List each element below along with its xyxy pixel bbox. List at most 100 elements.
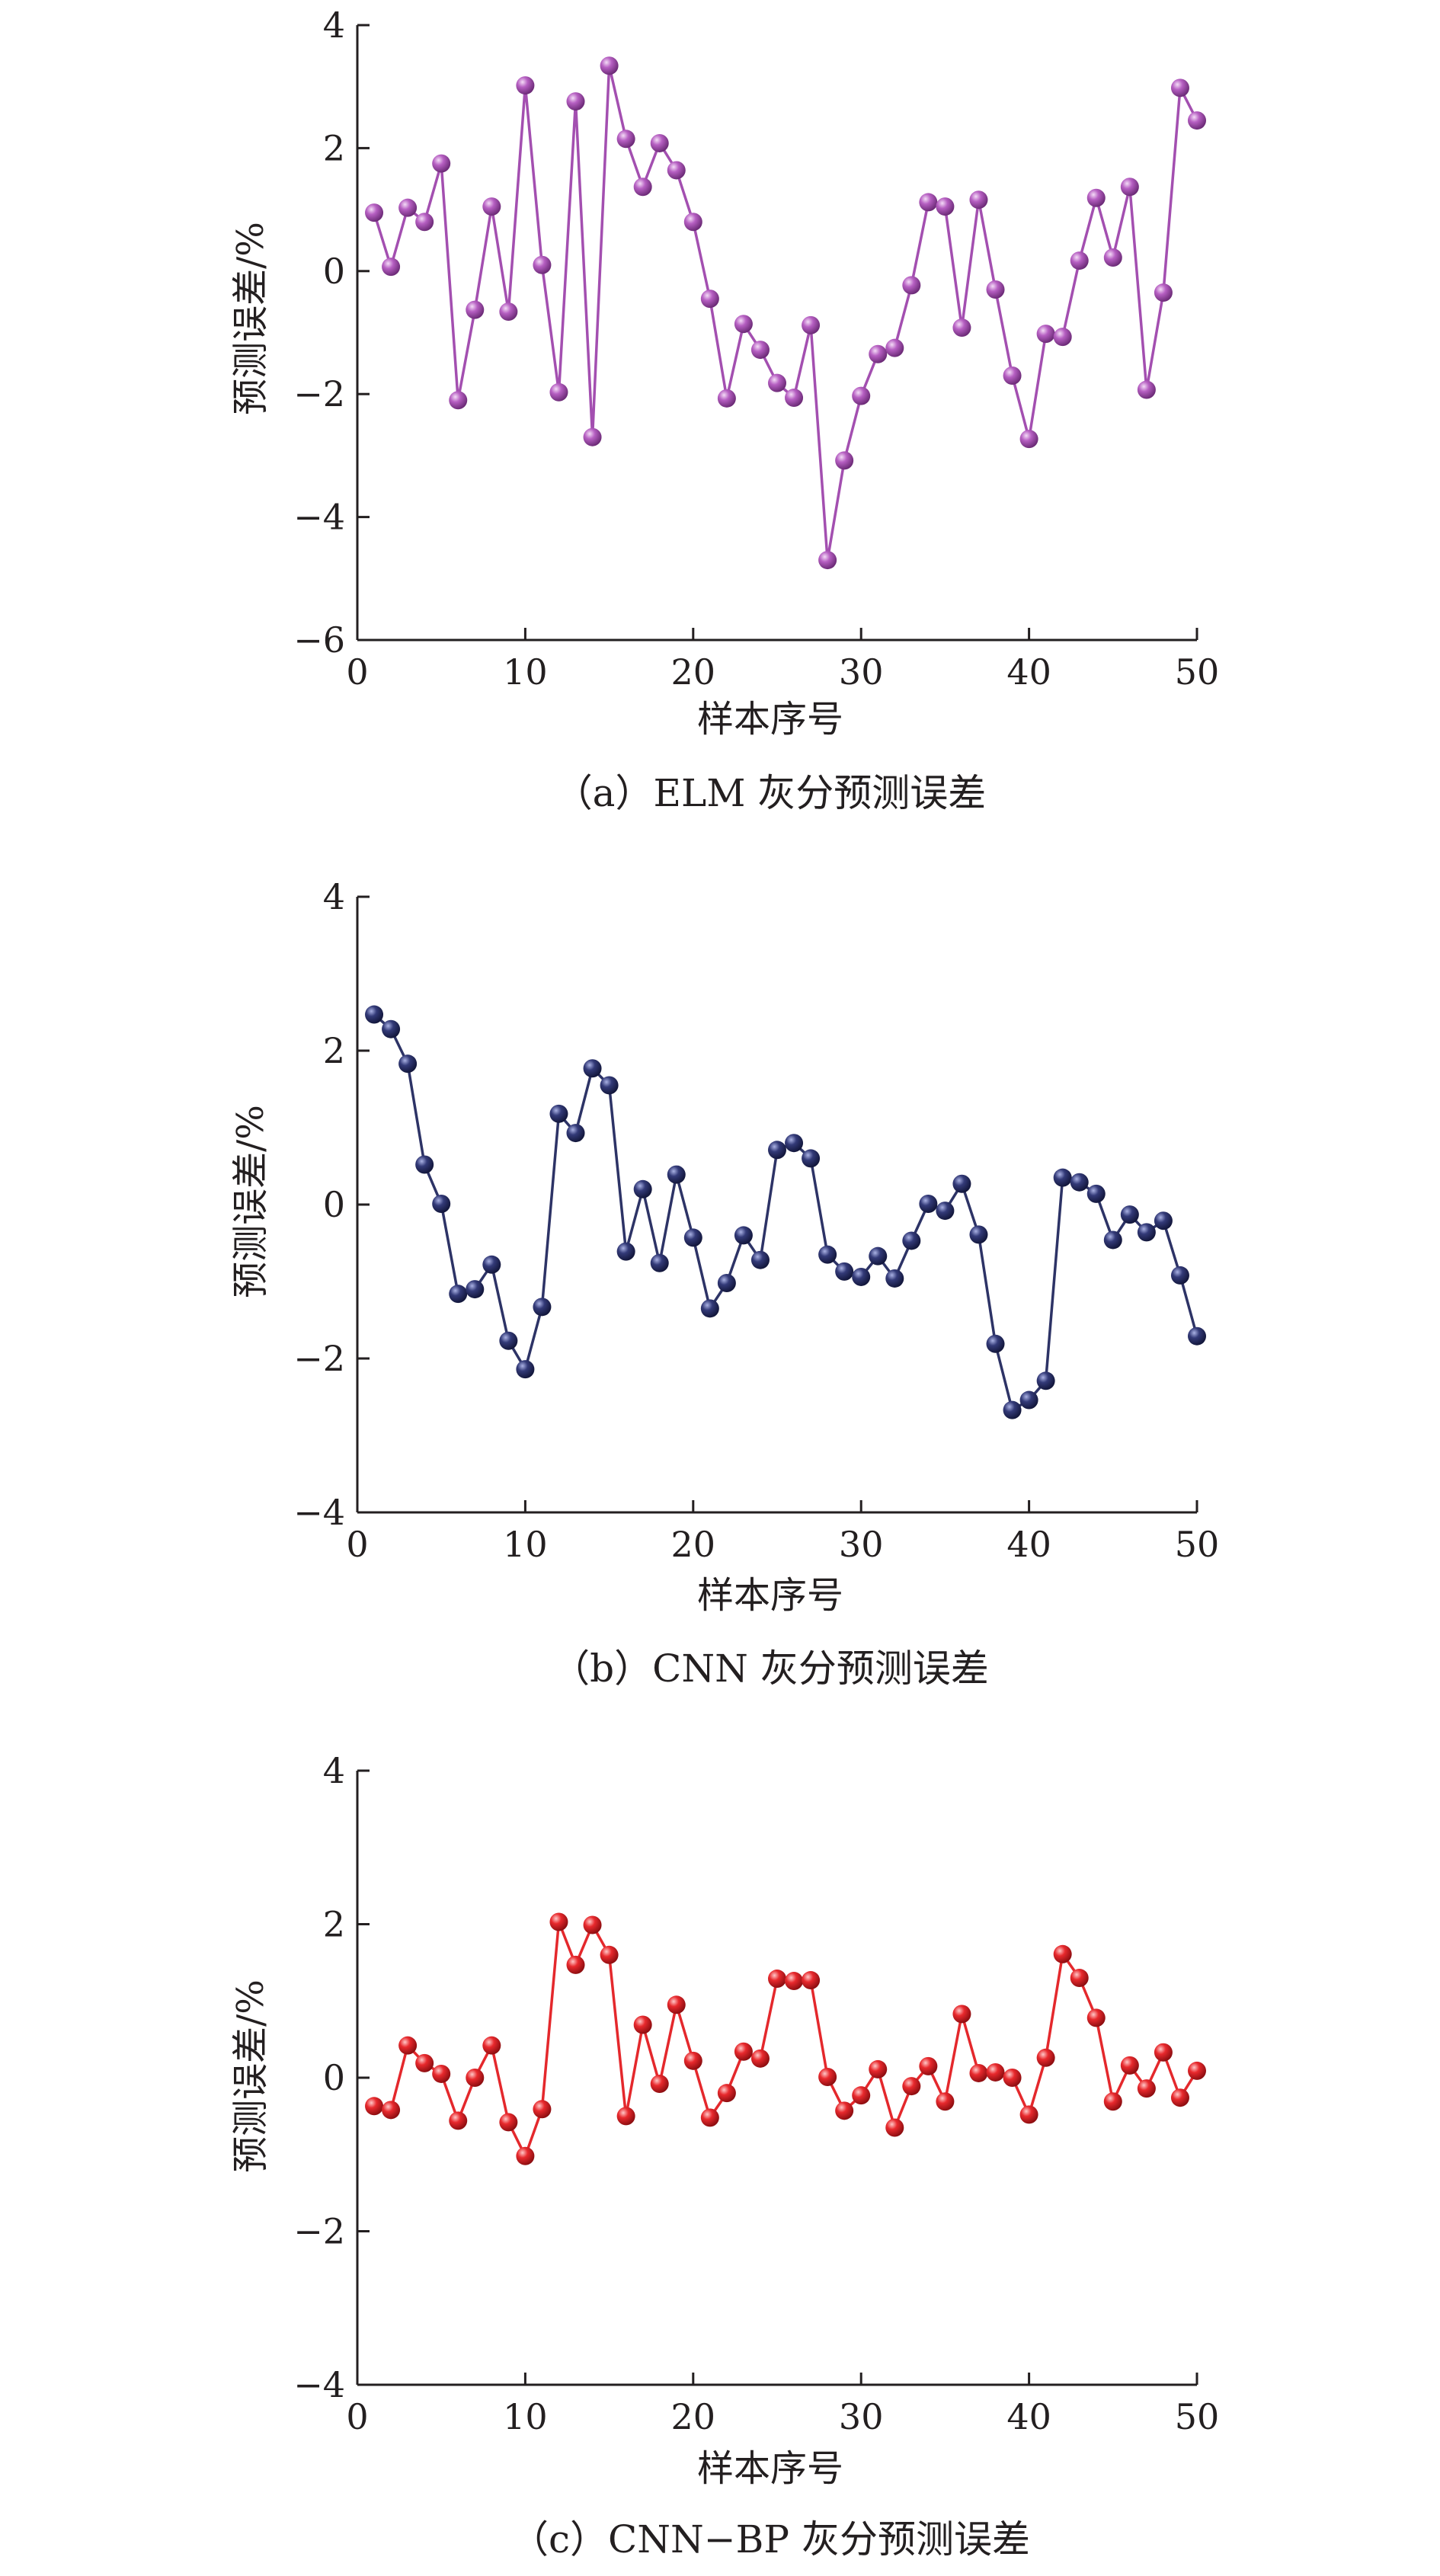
- x-tick-label-a: 10: [503, 651, 548, 693]
- data-point-b: [1103, 1230, 1122, 1250]
- data-point-b: [1003, 1400, 1022, 1419]
- series-line-b: [373, 1013, 1198, 1412]
- data-point-b: [1188, 1326, 1206, 1346]
- y-axis-title-c: 预测误差/%: [229, 1979, 272, 2173]
- x-tick-label-a: 30: [839, 651, 884, 693]
- data-point-c: [1154, 2043, 1173, 2062]
- data-point-b: [1137, 1223, 1156, 1242]
- data-point-a: [700, 290, 719, 309]
- data-point-a: [650, 133, 669, 152]
- data-point-c: [1053, 1944, 1072, 1963]
- x-axis-title-a: 样本序号: [697, 698, 843, 741]
- data-point-a: [382, 258, 401, 277]
- y-tick-label-b: −2: [293, 1338, 345, 1379]
- data-point-a: [499, 302, 518, 322]
- data-point-a: [768, 373, 786, 392]
- data-point-a: [482, 197, 501, 216]
- data-point-a: [1103, 248, 1122, 267]
- series-b: [365, 1005, 1206, 1419]
- data-point-a: [365, 203, 384, 222]
- data-point-c: [768, 1970, 786, 1989]
- data-point-a: [885, 338, 904, 357]
- data-point-b: [986, 1334, 1005, 1353]
- data-point-b: [885, 1269, 904, 1288]
- axes-a: 420−2−4−60 10 20 30 40 50: [293, 5, 1219, 693]
- chart-panel-b: 420−2−40 10 20 30 40 50 预测误差/% 样本序号 （b）CNN 灰分…: [229, 876, 1219, 1691]
- chart-panel-a: 420−2−4−60 10 20 30 40 50 预测误差/% 样本序号 （a）ELM …: [229, 5, 1219, 815]
- data-point-c: [785, 1972, 804, 1991]
- x-tick-label-b: 30: [839, 1524, 884, 1565]
- data-point-a: [533, 255, 552, 274]
- data-point-c: [700, 2108, 719, 2127]
- data-point-b: [415, 1155, 434, 1174]
- data-point-c: [499, 2113, 518, 2132]
- data-point-a: [952, 318, 971, 338]
- data-point-a: [1137, 380, 1156, 399]
- data-point-a: [869, 344, 888, 363]
- data-point-c: [802, 1971, 821, 1990]
- data-point-c: [650, 2075, 669, 2094]
- data-point-b: [700, 1299, 719, 1318]
- data-point-c: [1188, 2061, 1206, 2080]
- data-point-b: [919, 1194, 938, 1213]
- data-point-b: [600, 1076, 619, 1095]
- data-point-c: [432, 2064, 451, 2083]
- axes-c: 420−2−40 10 20 30 40 50: [293, 1750, 1219, 2437]
- data-point-b: [1070, 1173, 1089, 1192]
- data-point-b: [616, 1242, 635, 1261]
- data-point-c: [1019, 2105, 1038, 2124]
- data-point-b: [650, 1253, 669, 1272]
- x-tick-label-b: 50: [1175, 1524, 1220, 1565]
- x-tick-label-c: 10: [503, 2396, 548, 2437]
- x-tick-label-b: 0: [346, 1524, 368, 1565]
- axes-b: 420−2−40 10 20 30 40 50: [293, 876, 1219, 1565]
- data-point-a: [415, 213, 434, 232]
- data-point-a: [516, 76, 535, 95]
- data-point-b: [633, 1179, 652, 1198]
- data-point-b: [1120, 1205, 1139, 1224]
- data-point-c: [1137, 2079, 1156, 2098]
- y-tick-label-b: 4: [323, 876, 345, 917]
- data-point-a: [1120, 178, 1139, 197]
- data-point-c: [683, 2051, 702, 2070]
- data-point-c: [902, 2077, 921, 2096]
- data-point-c: [600, 1945, 619, 1964]
- series-c: [365, 1912, 1206, 2165]
- data-point-b: [432, 1194, 451, 1213]
- x-tick-label-a: 50: [1175, 651, 1220, 693]
- data-point-c: [835, 2101, 854, 2120]
- data-point-c: [1036, 2048, 1055, 2067]
- data-point-b: [667, 1165, 686, 1184]
- y-tick-label-c: 4: [323, 1750, 345, 1791]
- data-point-b: [1019, 1390, 1038, 1410]
- data-point-b: [802, 1149, 821, 1168]
- data-point-c: [549, 1912, 568, 1931]
- data-point-c: [382, 2101, 401, 2120]
- data-point-b: [818, 1245, 837, 1264]
- data-point-a: [785, 389, 804, 408]
- data-point-c: [734, 2042, 753, 2061]
- data-point-c: [365, 2097, 384, 2116]
- y-tick-label-a: 2: [323, 127, 345, 168]
- data-point-c: [986, 2062, 1005, 2082]
- data-point-b: [533, 1298, 552, 1317]
- data-point-a: [802, 315, 821, 334]
- data-point-a: [616, 130, 635, 149]
- data-point-c: [533, 2100, 552, 2119]
- data-point-a: [566, 92, 585, 111]
- data-point-a: [734, 315, 753, 334]
- data-point-a: [600, 56, 619, 75]
- y-tick-label-a: 0: [323, 251, 345, 292]
- data-point-b: [936, 1202, 955, 1221]
- data-point-a: [1036, 325, 1055, 344]
- data-point-c: [952, 2005, 971, 2024]
- data-point-b: [785, 1134, 804, 1153]
- y-tick-label-a: −4: [293, 497, 345, 538]
- data-point-b: [583, 1059, 602, 1078]
- data-point-b: [734, 1226, 753, 1245]
- y-tick-label-b: −4: [293, 1492, 345, 1533]
- data-point-a: [1086, 188, 1106, 207]
- x-tick-label-a: 20: [671, 651, 716, 693]
- data-point-b: [869, 1246, 888, 1266]
- data-point-c: [818, 2067, 837, 2086]
